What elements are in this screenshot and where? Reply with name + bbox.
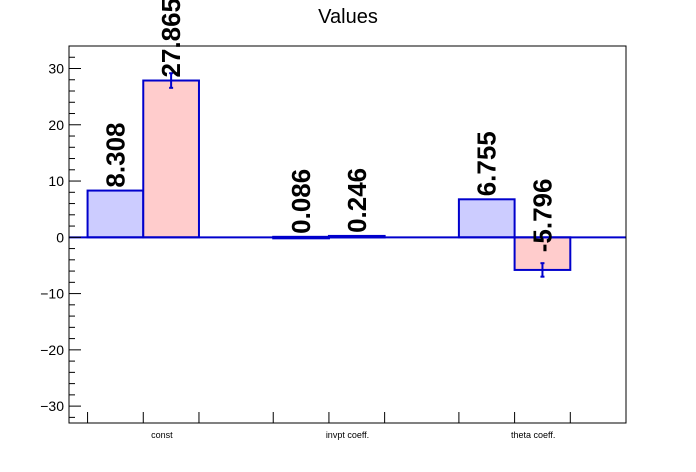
bar-s2-const	[142, 79, 200, 239]
x-category-label: theta coeff.	[511, 430, 555, 440]
data-label: 0.086	[286, 169, 316, 234]
data-labels-layer: 8.308 0.086 6.755 27.865 0.246 -5.796	[100, 0, 557, 252]
y-tick-label: 0	[56, 229, 64, 245]
chart-title: Values	[318, 6, 378, 28]
x-category-label: const	[151, 430, 173, 440]
y-tick-label: −20	[40, 342, 64, 358]
data-label: 27.865	[156, 0, 186, 78]
plot-frame	[68, 45, 627, 424]
y-tick-label: −30	[40, 398, 64, 414]
bar-s1-const	[86, 189, 145, 239]
x-axis: const invpt coeff. theta coeff.	[87, 412, 571, 440]
y-tick-label: 30	[48, 61, 64, 77]
data-label: 0.246	[342, 168, 372, 233]
y-tick-label: −10	[40, 286, 64, 302]
data-label: 8.308	[100, 122, 130, 187]
y-axis: −30 −20 −10 0 10 20 30	[40, 45, 81, 418]
y-tick-label: 20	[48, 117, 64, 133]
y-tick-label: 10	[48, 173, 64, 189]
data-label: -5.796	[527, 179, 557, 253]
data-label: 6.755	[472, 131, 502, 196]
x-category-label: invpt coeff.	[326, 430, 369, 440]
bar-s1-theta-coeff-	[457, 198, 516, 239]
error-bars-layer	[169, 72, 545, 278]
